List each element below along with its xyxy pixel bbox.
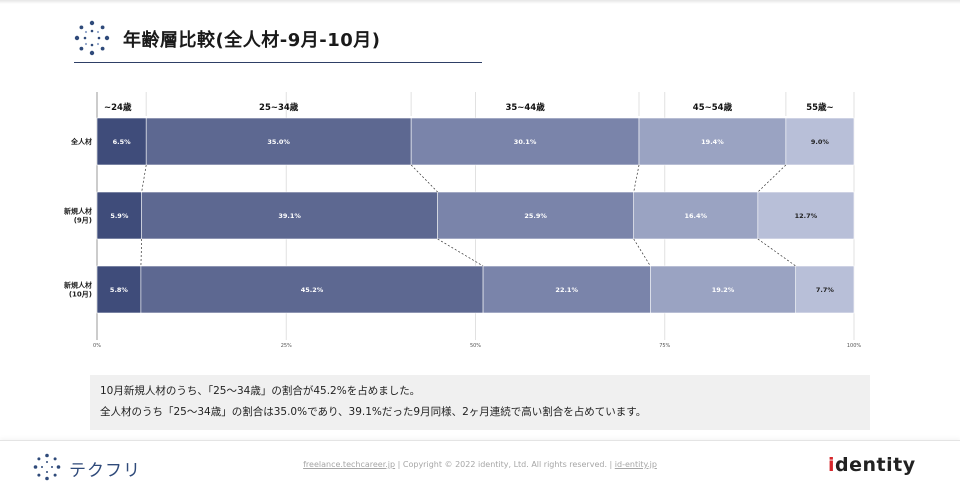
connector-line (140, 238, 143, 267)
techcareer-link[interactable]: freelance.techcareer.jp (303, 460, 396, 469)
legend-label: 45~54歳 (693, 102, 733, 113)
category-label: (10月) (69, 291, 92, 299)
legend-label: ~24歳 (104, 102, 132, 113)
identity-logo-i: i (828, 454, 836, 476)
category-label: 全人材 (70, 137, 92, 146)
bar-segment (482, 265, 651, 314)
connector-line (410, 164, 438, 193)
connector-line (757, 238, 796, 267)
data-label: 5.8% (110, 286, 129, 294)
bar-segment (437, 191, 635, 240)
data-label: 25.9% (524, 212, 547, 220)
data-label: 6.5% (113, 138, 132, 146)
bar-segment (638, 117, 787, 166)
title-underline (74, 62, 482, 63)
bar-segment (145, 117, 412, 166)
x-tick-label: 75% (659, 343, 670, 349)
connector-line (141, 164, 147, 193)
page-title: 年齢層比較(全人材-9月-10月) (123, 30, 381, 51)
footer-text: freelance.techcareer.jp | Copyright © 20… (0, 460, 960, 469)
x-tick-label: 0% (93, 343, 101, 349)
data-label: 19.4% (701, 138, 724, 146)
identity-logo: identity (828, 454, 916, 476)
footer-separator: | (607, 460, 615, 469)
data-label: 7.7% (816, 286, 835, 294)
data-label: 5.9% (110, 212, 129, 220)
commentary-box: 10月新規人材のうち、「25〜34歳」の割合が45.2%を占めました。 全人材の… (90, 375, 870, 430)
legend-label: 35~44歳 (505, 102, 545, 113)
x-tick-label: 100% (847, 343, 862, 349)
connector-line (633, 238, 651, 267)
techfree-logo-icon (33, 453, 61, 481)
data-label: 45.2% (301, 286, 324, 294)
connector-line (757, 164, 787, 193)
bar-segment (141, 191, 438, 240)
bar-segment (757, 191, 855, 240)
legend-label: 55歳~ (806, 102, 833, 113)
connector-line (437, 238, 484, 267)
data-label: 9.0% (811, 138, 830, 146)
data-label: 22.1% (555, 286, 578, 294)
bar-segment (785, 117, 855, 166)
dot-ring-logo-icon (74, 20, 110, 56)
identity-link[interactable]: id-entity.jp (614, 460, 657, 469)
x-tick-label: 50% (470, 343, 481, 349)
footer-separator: | (395, 460, 403, 469)
x-tick-label: 25% (281, 343, 292, 349)
connector-line (633, 164, 640, 193)
identity-logo-rest: dentity (835, 454, 916, 476)
bar-segment (795, 265, 855, 314)
brand-name: テクフリ (69, 461, 141, 481)
data-label: 30.1% (514, 138, 537, 146)
category-label: 新規人材 (64, 207, 92, 216)
data-label: 39.1% (278, 212, 301, 220)
data-label: 16.4% (685, 212, 708, 220)
bar-segment (96, 265, 142, 314)
data-label: 19.2% (712, 286, 735, 294)
legend-label: 25~34歳 (259, 102, 299, 113)
footer: テクフリ freelance.techcareer.jp | Copyright… (0, 440, 960, 490)
stacked-bar-chart: 0% 25% 50% 75% 100% ~24歳 25~34歳 35~44歳 45~54歳 55歳… (64, 92, 862, 349)
category-label: 新規人材 (64, 281, 92, 290)
data-label: 12.7% (795, 212, 818, 220)
data-label: 35.0% (267, 138, 290, 146)
bar-segment (650, 265, 797, 314)
commentary-line-2: 全人材のうち「25〜34歳」の割合は35.0%であり、39.1%だった9月同様、… (100, 406, 647, 418)
bar-segment (633, 191, 759, 240)
bar-segment (140, 265, 484, 314)
commentary-line-1: 10月新規人材のうち、「25〜34歳」の割合が45.2%を占めました。 (100, 385, 421, 397)
copyright-text: Copyright © 2022 identity, Ltd. All righ… (402, 460, 607, 469)
bar-segment (410, 117, 640, 166)
category-label: (9月) (74, 217, 92, 225)
bar-segment (96, 117, 147, 166)
top-shadow-strip (0, 0, 960, 4)
bar-segment (96, 191, 142, 240)
